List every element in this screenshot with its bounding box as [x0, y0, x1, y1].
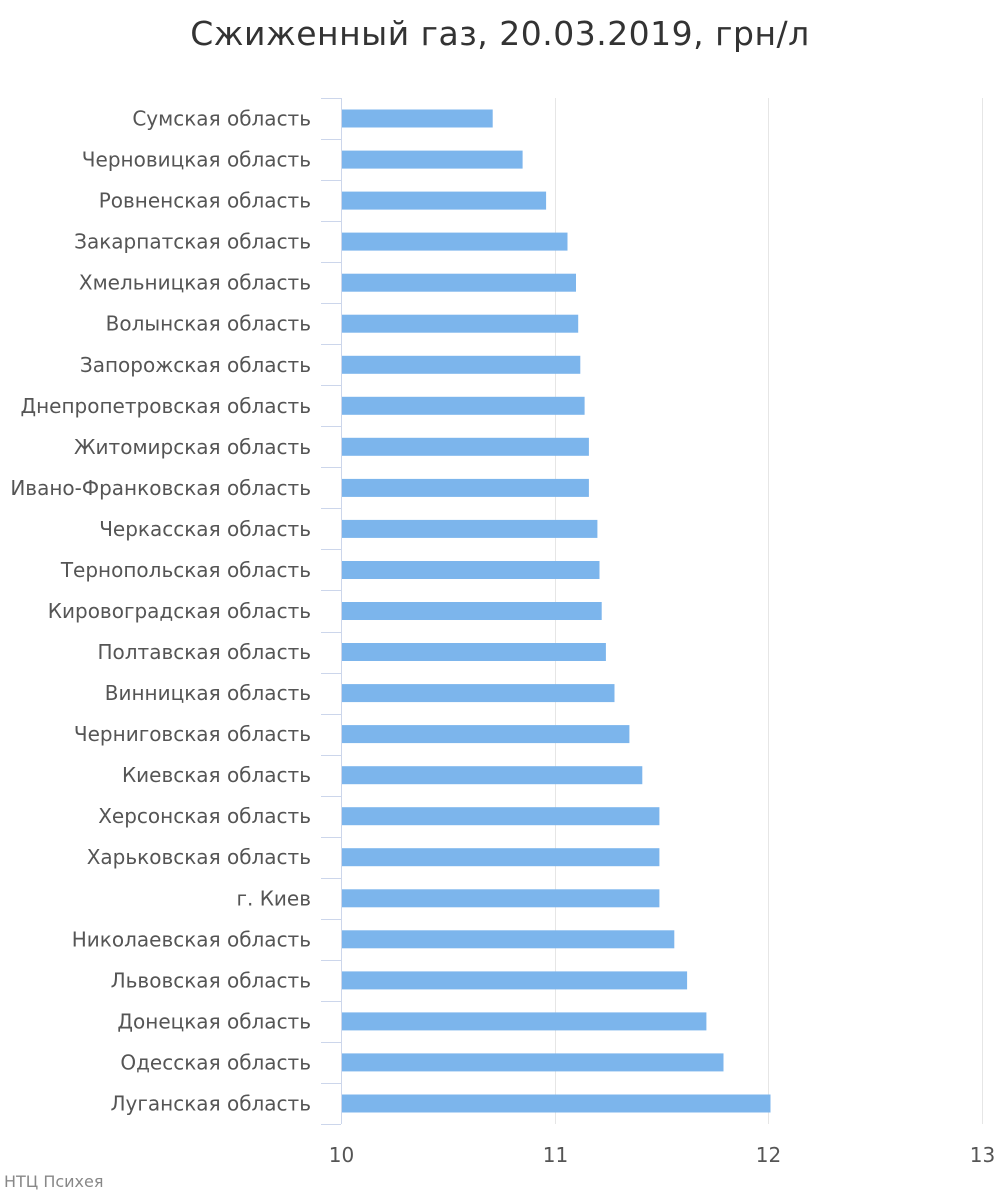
category-label: Киевская область [122, 763, 311, 787]
bar [342, 355, 581, 374]
bar [342, 1094, 771, 1113]
category-label: г. Киев [236, 886, 311, 910]
bar [342, 848, 660, 867]
category-label: Днепропетровская область [20, 394, 311, 418]
grid-lines [555, 98, 983, 1124]
bar [342, 478, 589, 497]
category-label: Тернопольская область [60, 558, 311, 582]
bar [342, 602, 602, 620]
bar [342, 396, 585, 415]
x-tick-label: 11 [543, 1143, 568, 1167]
bar [342, 150, 523, 169]
category-label: Луганская область [111, 1092, 311, 1116]
x-tick-label: 12 [756, 1143, 781, 1167]
bar [342, 889, 660, 908]
bar [342, 930, 675, 949]
category-label: Полтавская область [97, 640, 311, 664]
bar [342, 971, 688, 990]
x-tick-label: 10 [329, 1143, 354, 1167]
bar [342, 519, 598, 538]
credit-text: НТЦ Психея [4, 1172, 104, 1191]
category-label: Винницкая область [105, 681, 311, 705]
bar [342, 684, 615, 703]
category-label: Житомирская область [74, 435, 311, 459]
bar [342, 191, 547, 210]
bar [342, 807, 660, 826]
category-label: Львовская область [111, 968, 311, 992]
bar [342, 1053, 724, 1072]
bar [342, 232, 568, 251]
category-label: Черкасская область [99, 517, 311, 541]
category-label: Херсонская область [98, 804, 311, 828]
category-label: Одесская область [120, 1050, 311, 1074]
bar [342, 561, 600, 579]
category-label: Николаевская область [72, 927, 311, 951]
category-label: Черновицкая область [82, 148, 311, 172]
bars [342, 109, 771, 1113]
category-label: Закарпатская область [74, 230, 311, 254]
category-label: Харьковская область [87, 845, 311, 869]
category-label: Сумская область [132, 107, 311, 131]
category-label: Запорожская область [80, 353, 311, 377]
category-labels: Сумская область Черновицкая область Ровнен… [10, 107, 311, 1116]
bar [342, 766, 643, 785]
value-axis-ticks: 10 11 12 13 [329, 1143, 995, 1167]
bar [342, 725, 630, 744]
bar [342, 437, 589, 456]
category-label: Ивано-Франковская область [10, 476, 311, 500]
category-label: Хмельницкая область [79, 271, 311, 295]
bar [342, 273, 576, 292]
bar [342, 314, 579, 333]
bar [342, 109, 493, 128]
category-label: Волынская область [106, 312, 311, 336]
bar [342, 1012, 707, 1031]
chart-title: Сжиженный газ, 20.03.2019, грн/л [190, 14, 810, 53]
bar [342, 643, 606, 661]
category-label: Ровненская область [99, 189, 311, 213]
category-axis [321, 98, 342, 1125]
category-label: Кировоградская область [48, 599, 311, 623]
x-tick-label: 13 [970, 1143, 995, 1167]
category-label: Донецкая область [117, 1009, 311, 1033]
category-label: Черниговская область [74, 722, 311, 746]
